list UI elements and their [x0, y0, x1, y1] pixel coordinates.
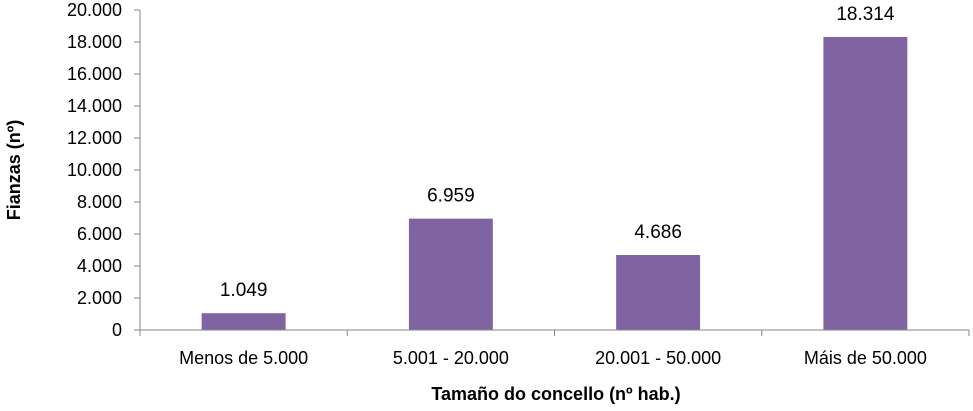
bar	[616, 255, 701, 330]
x-axis-tickmarks	[139, 330, 970, 336]
x-axis-title: Tamaño do concello (nº hab.)	[431, 384, 680, 404]
x-category-label: 5.001 - 20.000	[393, 348, 509, 368]
x-category-label: Menos de 5.000	[179, 348, 308, 368]
x-category-label: Máis de 50.000	[804, 348, 927, 368]
data-label: 6.959	[427, 186, 475, 207]
y-tick-label: 20.000	[67, 0, 122, 20]
y-tick-label: 16.000	[67, 64, 122, 84]
data-label: 4.686	[634, 222, 682, 243]
data-label: 18.314	[836, 4, 895, 25]
y-tick-label: 10.000	[67, 160, 122, 180]
y-tick-label: 8.000	[77, 192, 122, 212]
x-axis-category-labels: Menos de 5.000 5.001 - 20.000 20.001 - 50.…	[179, 348, 927, 368]
bar	[408, 218, 493, 330]
y-axis-ticks: 0 2.000 4.000 6.000 8.000 10.000 12.000 14.000 1…	[67, 0, 140, 340]
x-category-label: 20.001 - 50.000	[595, 348, 721, 368]
y-tick-label: 4.000	[77, 256, 122, 276]
data-labels: 1.049 6.959 4.686 18.314	[220, 4, 895, 301]
data-label: 1.049	[220, 280, 268, 301]
bars	[201, 36, 908, 330]
y-axis-title: Fianzas (nº)	[4, 120, 24, 221]
y-tick-label: 18.000	[67, 32, 122, 52]
bar	[201, 313, 286, 330]
y-tick-label: 12.000	[67, 128, 122, 148]
y-tick-label: 0	[112, 320, 122, 340]
y-tick-label: 2.000	[77, 288, 122, 308]
y-tick-label: 14.000	[67, 96, 122, 116]
bar	[823, 36, 908, 330]
y-tick-label: 6.000	[77, 224, 122, 244]
